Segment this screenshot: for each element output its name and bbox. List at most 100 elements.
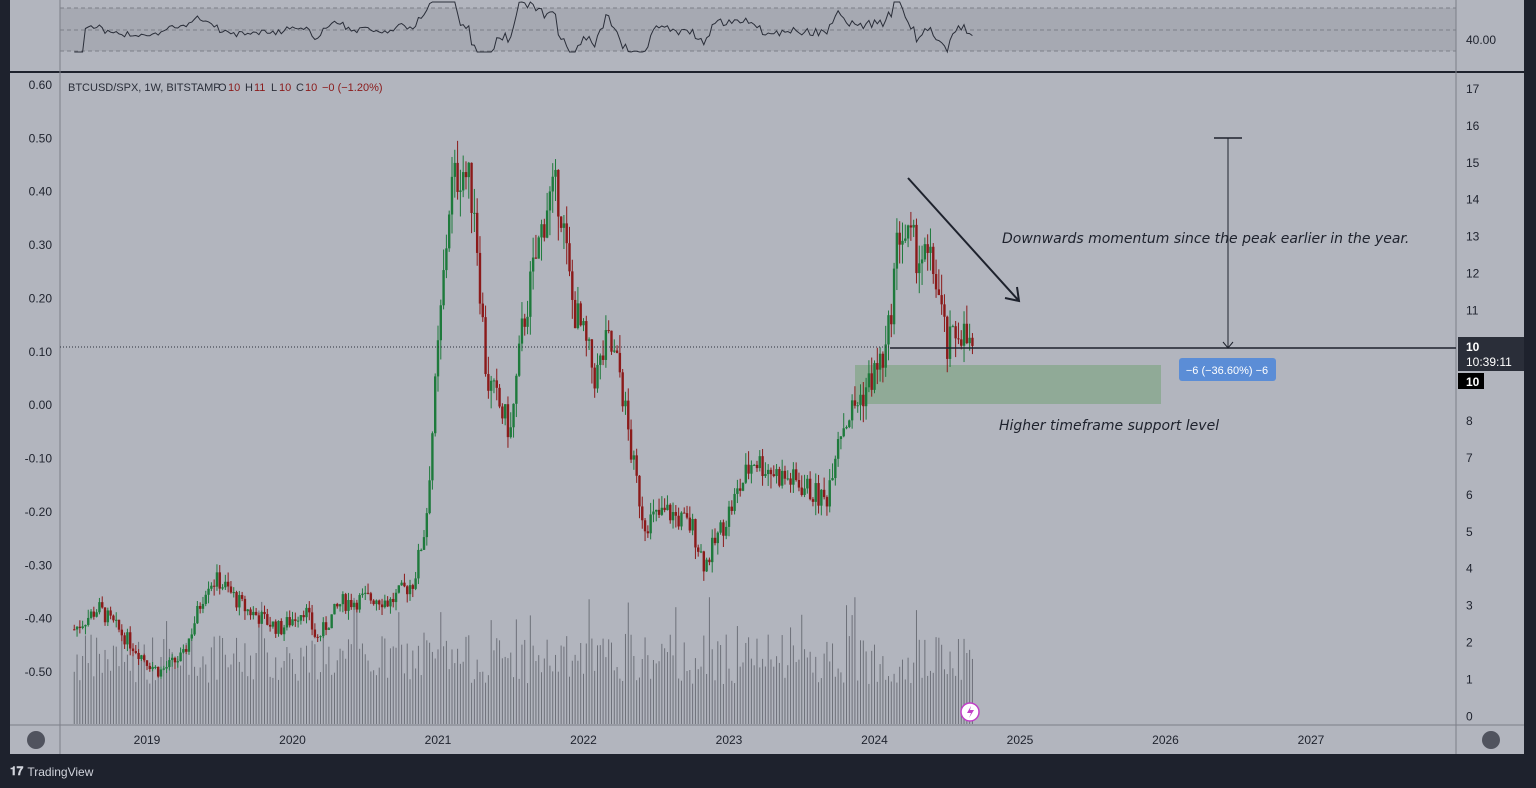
candle-body xyxy=(848,420,851,428)
candle-body xyxy=(649,514,652,534)
candle-body xyxy=(615,350,619,353)
candle-body xyxy=(867,373,871,388)
symbol-header[interactable]: BTCUSD/SPX, 1W, BITSTAMP xyxy=(68,82,221,94)
momentum-annotation[interactable]: Downwards momentum since the peak earlie… xyxy=(1002,231,1409,247)
candle-body xyxy=(450,176,454,215)
candle-body xyxy=(747,464,750,474)
candle-body xyxy=(792,469,795,485)
candle-body xyxy=(145,660,149,666)
candle-body xyxy=(671,512,675,521)
candle-body xyxy=(946,316,949,359)
price-label-countdown: 10:39:11 xyxy=(1466,355,1512,369)
candle-body xyxy=(78,626,82,628)
right-axis-tick: 14 xyxy=(1466,193,1480,207)
candle-body xyxy=(84,624,87,627)
candle-body xyxy=(411,585,415,589)
candle-body xyxy=(624,400,627,407)
candle-body xyxy=(408,585,412,595)
candle-body xyxy=(571,271,574,300)
candle-body xyxy=(103,607,107,623)
right-axis-tick: 4 xyxy=(1466,562,1473,576)
candle-body xyxy=(501,406,504,419)
candle-body xyxy=(655,509,658,512)
candle-body xyxy=(719,522,722,533)
candle-body xyxy=(618,352,622,373)
candle-body xyxy=(789,478,792,485)
trend-arrow-line[interactable] xyxy=(907,177,1020,302)
candle-body xyxy=(934,274,938,290)
candle-body xyxy=(260,611,263,624)
svg-text:L: L xyxy=(271,82,277,94)
candle-body xyxy=(425,513,429,538)
candle-body xyxy=(156,666,160,677)
svg-text:−0 (−1.20%): −0 (−1.20%) xyxy=(322,82,383,94)
candle-body xyxy=(705,559,708,572)
candle-body xyxy=(361,593,364,596)
right-axis-tick: 2 xyxy=(1466,636,1473,650)
candle-body xyxy=(881,353,885,368)
candle-body xyxy=(221,587,224,589)
candle-body xyxy=(641,506,644,521)
candle-body xyxy=(864,387,868,407)
candle-body xyxy=(81,626,84,628)
candle-body xyxy=(151,666,154,670)
candle-body xyxy=(338,604,342,607)
candle-body xyxy=(439,305,442,341)
time-axis: 2019 2020 2021 2022 2023 2024 2025 2026 2027 xyxy=(134,733,1325,747)
candle-body xyxy=(814,483,817,502)
candle-body xyxy=(920,259,924,264)
candle-body xyxy=(274,621,277,634)
candle-body xyxy=(481,303,484,318)
candle-body xyxy=(324,622,328,630)
candle-body xyxy=(98,602,101,613)
candle-body xyxy=(529,271,532,317)
candle-body xyxy=(389,598,392,607)
time-axis-tick: 2026 xyxy=(1152,733,1179,747)
candle-body xyxy=(154,666,157,668)
lightning-glyph-icon xyxy=(967,706,974,718)
candle-body xyxy=(573,299,577,329)
candle-body xyxy=(520,318,524,344)
candle-body xyxy=(352,602,356,608)
candle-body xyxy=(610,330,613,352)
candle-body xyxy=(489,380,493,391)
right-axis-tick: 0 xyxy=(1466,709,1473,723)
support-zone[interactable] xyxy=(855,365,1161,404)
candle-body xyxy=(901,240,904,245)
candle-body xyxy=(87,617,90,625)
support-annotation[interactable]: Higher timeframe support level xyxy=(999,418,1219,434)
candle-body xyxy=(201,603,205,609)
candle-body xyxy=(562,223,566,228)
candle-body xyxy=(806,478,809,489)
right-settings-icon[interactable] xyxy=(1482,731,1500,749)
candle-body xyxy=(775,469,778,477)
time-axis-tick: 2023 xyxy=(716,733,743,747)
candle-body xyxy=(364,592,367,594)
candle-body xyxy=(543,224,546,238)
left-settings-icon[interactable] xyxy=(27,731,45,749)
candle-body xyxy=(294,619,297,621)
candle-body xyxy=(783,470,787,479)
candle-body xyxy=(478,252,482,304)
candle-body xyxy=(669,504,672,521)
tradingview-logo[interactable]: 𝟏𝟕 TradingView xyxy=(10,764,94,779)
candle-body xyxy=(965,323,969,344)
left-axis-tick: 0.10 xyxy=(29,345,53,359)
candle-body xyxy=(422,537,426,550)
candle-body xyxy=(545,210,549,238)
candle-body xyxy=(646,531,650,534)
time-axis-tick: 2024 xyxy=(861,733,888,747)
candle-body xyxy=(165,667,168,669)
right-axis-tick: 7 xyxy=(1466,451,1473,465)
candle-body xyxy=(249,609,252,616)
candle-body xyxy=(386,600,389,607)
candle-body xyxy=(929,246,932,253)
candle-body xyxy=(559,216,563,228)
candle-body xyxy=(120,629,124,636)
candle-body xyxy=(380,604,384,608)
candle-body xyxy=(811,499,815,502)
candle-body xyxy=(523,318,526,327)
candle-body xyxy=(341,594,345,605)
candle-body xyxy=(660,507,664,515)
